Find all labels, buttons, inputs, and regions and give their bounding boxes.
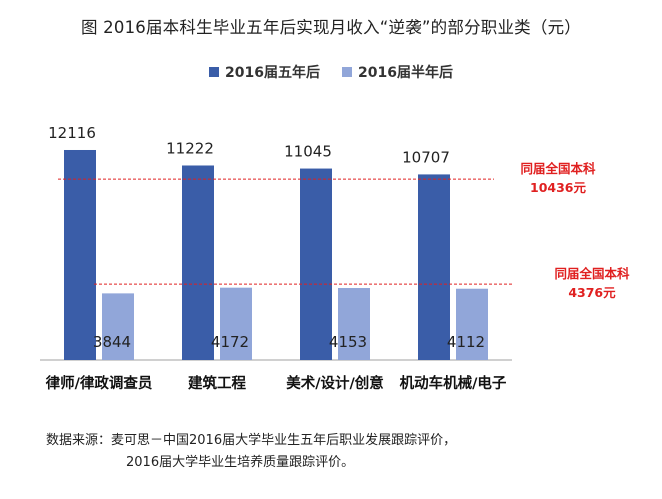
- bar-series1-3: [418, 174, 450, 360]
- data-label-series1-3: 10707: [402, 148, 450, 166]
- bar-series2-0: [102, 293, 134, 360]
- category-label-2: 美术/设计/创意: [286, 374, 384, 392]
- reference-label-line1-0: 同届全国本科: [520, 161, 596, 176]
- legend-label-series2: 2016届半年后: [358, 65, 453, 81]
- reference-label-line1-1: 同届全国本科: [554, 266, 630, 281]
- data-label-series1-0: 12116: [48, 124, 96, 142]
- bar-series2-3: [456, 288, 488, 360]
- data-label-series1-2: 11045: [284, 143, 332, 161]
- reference-label-line2-1: 4376元: [568, 285, 616, 300]
- legend-swatch-series2: [342, 67, 352, 77]
- data-label-series2-1: 4172: [211, 333, 249, 351]
- category-label-0: 律师/律政调查员: [45, 374, 153, 392]
- data-label-series2-2: 4153: [329, 333, 367, 351]
- bar-series2-2: [338, 288, 370, 360]
- bar-series1-2: [300, 168, 332, 360]
- legend: 2016届五年后 2016届半年后: [0, 62, 662, 82]
- category-label-1: 建筑工程: [188, 374, 246, 392]
- data-label-series2-3: 4112: [447, 333, 485, 351]
- source-note: 数据来源：麦可思－中国2016届大学毕业生五年后职业发展跟踪评价， 2016届大…: [46, 430, 456, 474]
- bar-series1-0: [64, 149, 96, 360]
- source-line-1: 数据来源：麦可思－中国2016届大学毕业生五年后职业发展跟踪评价，: [46, 433, 457, 448]
- reference-label-line2-0: 10436元: [530, 180, 586, 195]
- bar-series2-1: [220, 287, 252, 360]
- legend-item-series1: 2016届五年后: [209, 62, 320, 82]
- legend-swatch-series1: [209, 67, 220, 77]
- legend-label-series1: 2016届五年后: [225, 65, 320, 81]
- source-line-2: 2016届大学毕业生培养质量跟踪评价。: [126, 455, 355, 470]
- chart-title: 图 2016届本科生毕业五年后实现月收入“逆袭”的部分职业类（元）: [81, 18, 581, 37]
- data-label-series2-0: 3844: [93, 333, 131, 351]
- bar-series1-1: [182, 165, 214, 360]
- category-label-3: 机动车机械/电子: [400, 374, 507, 392]
- data-label-series1-1: 11222: [166, 139, 214, 157]
- legend-item-series2: 2016届半年后: [342, 62, 453, 82]
